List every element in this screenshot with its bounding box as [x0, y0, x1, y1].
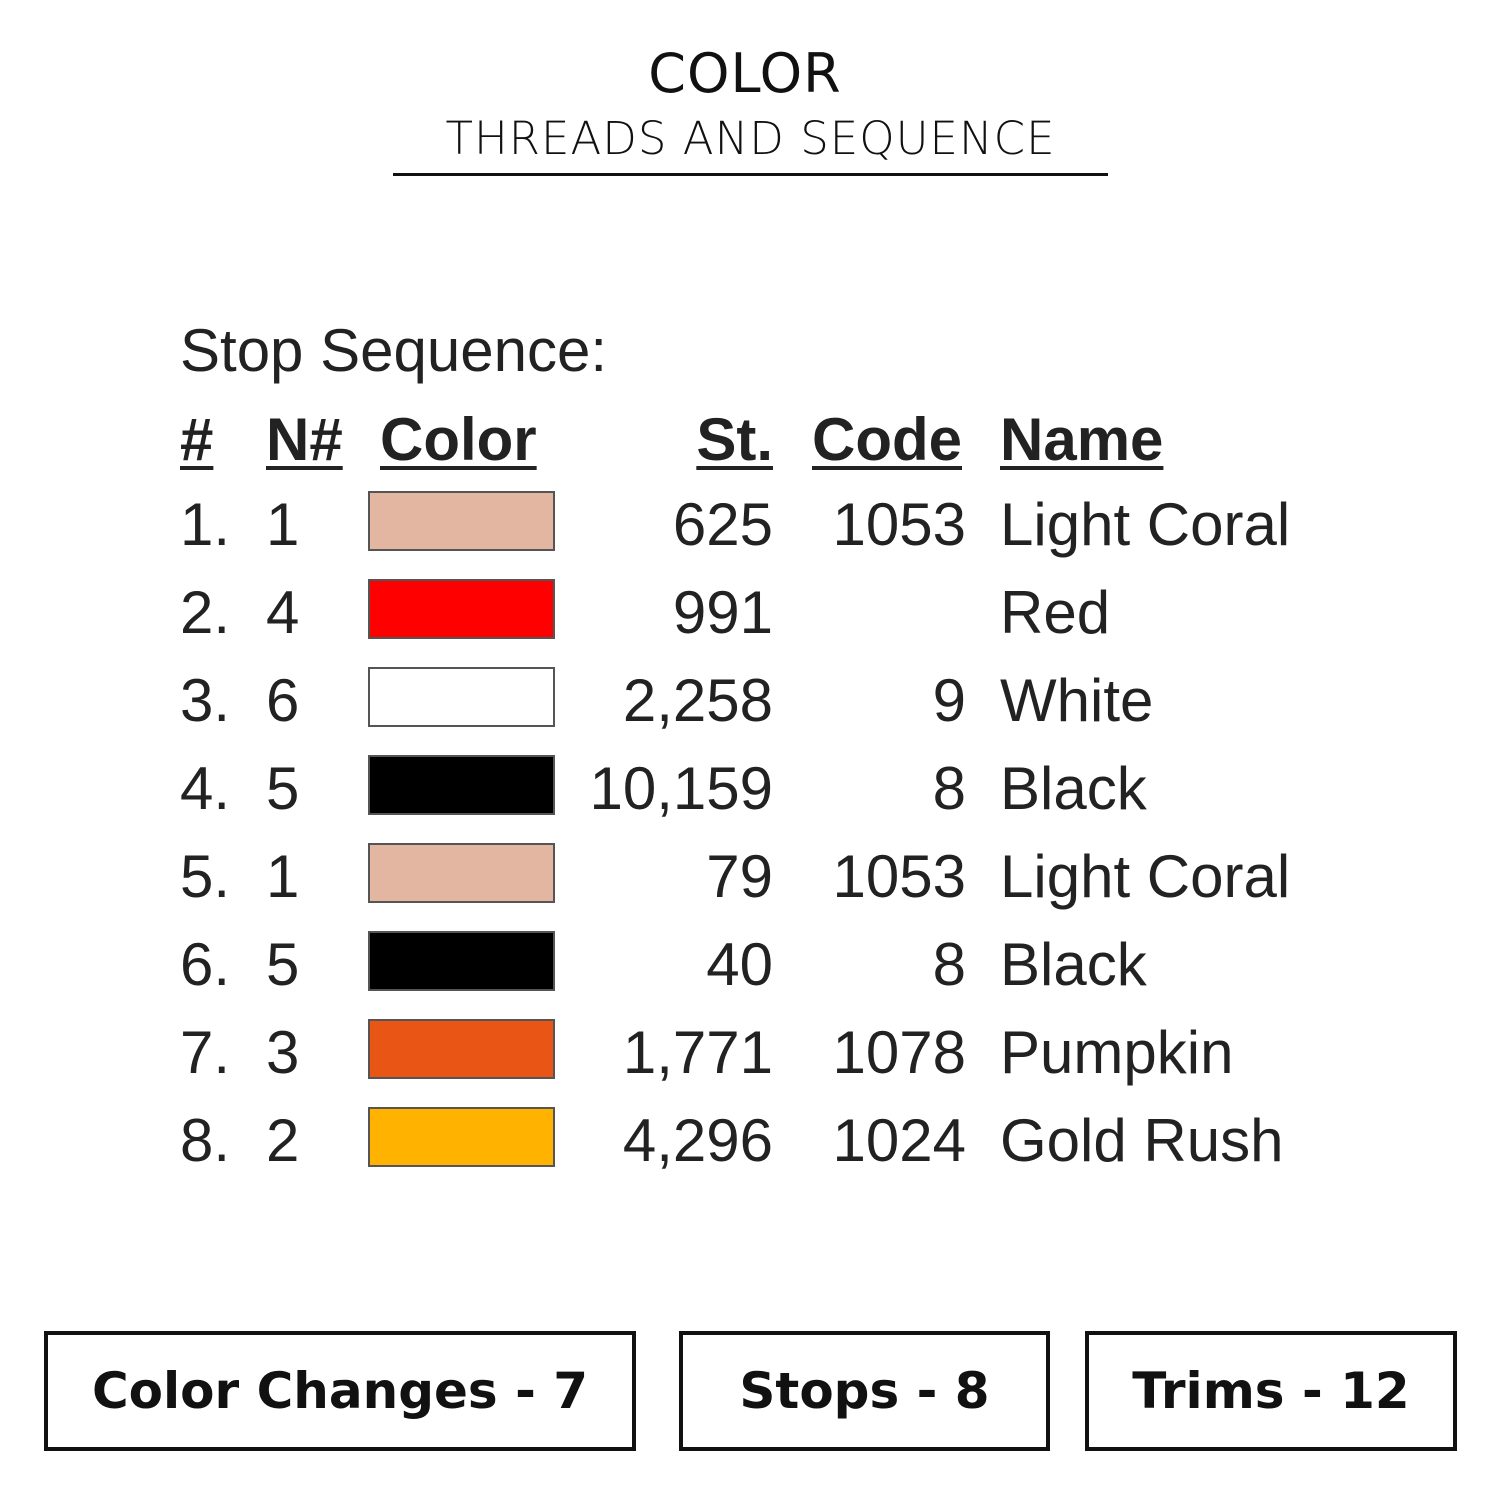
row-stitches: 4,296 [622, 1107, 773, 1174]
row-stitches: 40 [706, 931, 773, 998]
row-num: 1. [180, 491, 231, 558]
stops-badge: Stops - 8 [679, 1331, 1050, 1451]
color-swatch [368, 1019, 555, 1079]
color-swatch [368, 491, 555, 551]
row-code: 1078 [832, 1019, 966, 1086]
color-swatch [368, 843, 555, 903]
row-num: 7. [180, 1019, 231, 1086]
row-num: 2. [180, 579, 231, 646]
row-num: 5. [180, 843, 231, 910]
row-num: 8. [180, 1107, 231, 1174]
row-needle: 3 [266, 1019, 300, 1086]
row-num: 3. [180, 667, 231, 734]
row-stitches: 1,771 [622, 1019, 773, 1086]
row-name: Light Coral [1000, 843, 1291, 910]
row-needle: 1 [266, 843, 300, 910]
header-name: Name [1000, 406, 1164, 473]
row-name: Pumpkin [1000, 1019, 1234, 1086]
row-name: Black [1000, 755, 1147, 822]
row-code: 1024 [832, 1107, 966, 1174]
row-code: 1053 [832, 491, 966, 558]
color-swatch [368, 1107, 555, 1167]
page-title: COLOR [648, 42, 842, 105]
header-num: # [180, 406, 214, 473]
row-name: Light Coral [1000, 491, 1291, 558]
row-stitches: 625 [672, 491, 773, 558]
row-needle: 2 [266, 1107, 300, 1174]
row-name: White [1000, 667, 1154, 734]
sequence-label: Stop Sequence: [180, 317, 608, 384]
row-needle: 5 [266, 755, 300, 822]
row-needle: 1 [266, 491, 300, 558]
row-code: 8 [932, 931, 966, 998]
header-needle: N# [266, 406, 343, 473]
row-num: 4. [180, 755, 231, 822]
row-code: 8 [932, 755, 966, 822]
color-swatch [368, 931, 555, 991]
row-needle: 4 [266, 579, 300, 646]
header-color: Color [380, 406, 537, 473]
row-stitches: 2,258 [622, 667, 773, 734]
page-subtitle: THREADS AND SEQUENCE [393, 112, 1108, 176]
row-needle: 6 [266, 667, 300, 734]
row-name: Gold Rush [1000, 1107, 1284, 1174]
color-swatch [368, 667, 555, 727]
color-changes-badge: Color Changes - 7 [44, 1331, 636, 1451]
row-code: 1053 [832, 843, 966, 910]
row-needle: 5 [266, 931, 300, 998]
row-name: Red [1000, 579, 1111, 646]
color-swatch [368, 579, 555, 639]
trims-badge: Trims - 12 [1085, 1331, 1457, 1451]
header-stitches: St. [696, 406, 773, 473]
row-stitches: 10,159 [589, 755, 773, 822]
row-stitches: 991 [672, 579, 773, 646]
row-stitches: 79 [706, 843, 773, 910]
row-code: 9 [932, 667, 966, 734]
header-code: Code [812, 406, 962, 473]
color-swatch [368, 755, 555, 815]
row-num: 6. [180, 931, 231, 998]
row-name: Black [1000, 931, 1147, 998]
